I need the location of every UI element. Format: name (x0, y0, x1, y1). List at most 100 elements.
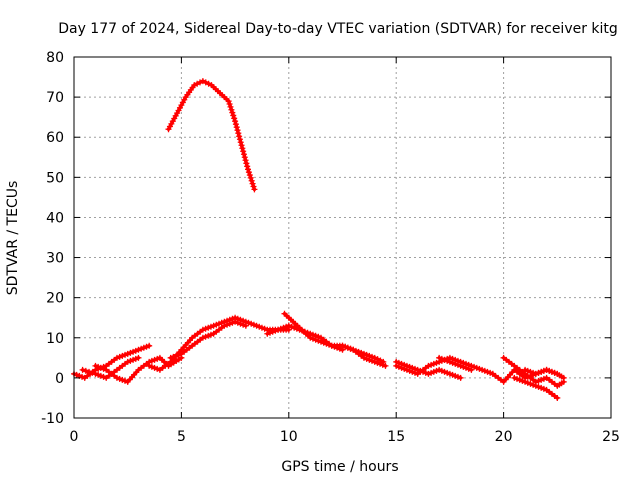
data-point (205, 332, 212, 339)
data-point (207, 331, 214, 338)
data-point (546, 367, 553, 374)
data-point (291, 324, 298, 331)
data-point (246, 172, 253, 179)
data-point (250, 321, 257, 328)
data-point (479, 366, 486, 373)
data-point (444, 357, 451, 364)
data-point (170, 353, 177, 360)
data-point (116, 353, 123, 360)
data-point (522, 366, 529, 373)
data-point (433, 367, 440, 374)
data-point (532, 370, 539, 377)
data-point (92, 370, 99, 377)
data-point (336, 345, 343, 352)
data-point (124, 358, 131, 365)
data-point (430, 360, 437, 367)
data-point (248, 177, 255, 184)
data-point (240, 151, 247, 158)
data-point (452, 372, 459, 379)
data-point (436, 354, 443, 361)
data-point (251, 186, 258, 193)
series-arc-8 (339, 342, 389, 369)
y-tick-label: 10 (46, 331, 64, 347)
chart-title: Day 177 of 2024, Sidereal Day-to-day VTE… (58, 21, 618, 37)
data-point (100, 365, 107, 372)
data-point (116, 375, 123, 382)
data-point (527, 368, 534, 375)
data-point (328, 342, 335, 349)
grid-layer (74, 57, 611, 418)
data-point (258, 324, 265, 331)
y-tick-label: 20 (46, 291, 64, 307)
x-tick-label: 15 (387, 429, 405, 445)
data-point (540, 367, 547, 374)
data-point (449, 359, 456, 366)
series-arc-3 (92, 354, 185, 385)
data-point (527, 380, 534, 387)
data-point (237, 139, 244, 146)
data-point (463, 364, 470, 371)
data-point (229, 109, 236, 116)
data-point (277, 325, 284, 332)
data-point (476, 365, 483, 372)
series-arc-7 (281, 310, 346, 353)
data-point (239, 145, 246, 152)
data-point (481, 367, 488, 374)
data-point (191, 82, 198, 89)
data-point (457, 374, 464, 381)
y-tick-label: 30 (46, 251, 64, 267)
data-point (275, 326, 282, 333)
data-point (167, 354, 174, 361)
data-point (205, 80, 212, 87)
data-point (119, 376, 126, 383)
data-point (240, 148, 247, 155)
data-point (154, 355, 161, 362)
data-point (122, 351, 129, 358)
data-point (241, 154, 248, 161)
data-point (124, 350, 131, 357)
data-point (127, 349, 134, 356)
data-point (269, 328, 276, 335)
series-arc-15 (522, 366, 567, 381)
data-point (232, 121, 239, 128)
data-point (250, 183, 257, 190)
data-point (243, 160, 250, 167)
data-point (140, 344, 147, 351)
data-point (417, 367, 424, 374)
data-point (113, 354, 120, 361)
data-point (92, 362, 99, 369)
data-point (132, 355, 139, 362)
data-point (226, 320, 233, 327)
data-point (261, 325, 268, 332)
data-point (409, 364, 416, 371)
data-point (240, 321, 247, 328)
data-point (232, 318, 239, 325)
data-point (97, 372, 104, 379)
data-point (154, 365, 161, 372)
data-point (215, 320, 222, 327)
data-point (366, 356, 373, 363)
data-point (248, 320, 255, 327)
data-point (228, 106, 235, 113)
data-point (267, 329, 274, 336)
data-point (148, 363, 155, 370)
data-point (441, 356, 448, 363)
data-point (446, 370, 453, 377)
data-point (441, 368, 448, 375)
data-point (371, 358, 378, 365)
data-point (127, 357, 134, 364)
data-point (151, 356, 158, 363)
y-tick-label: 60 (46, 130, 64, 146)
data-point (548, 368, 555, 375)
data-point (454, 361, 461, 368)
data-point (309, 335, 316, 342)
data-point (318, 338, 325, 345)
data-point (245, 319, 252, 326)
data-point (253, 322, 260, 329)
data-point (236, 133, 243, 140)
data-point (471, 363, 478, 370)
data-point (331, 343, 338, 350)
series-arc-10 (393, 358, 464, 381)
data-point (465, 365, 472, 372)
data-point (411, 365, 418, 372)
